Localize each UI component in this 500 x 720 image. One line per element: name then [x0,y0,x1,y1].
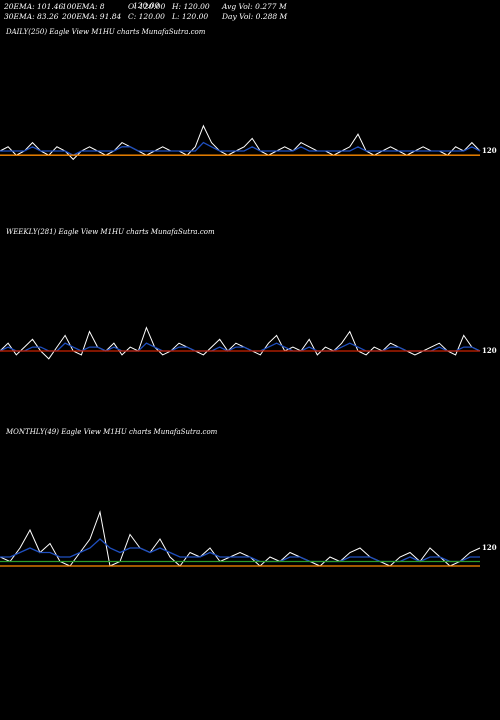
end-price-label: 120 [482,146,497,155]
stat-100ema: 100EMA: 8 [62,2,105,11]
panel-weekly: WEEKLY(281) Eagle View M1HU charts Munaf… [0,228,500,423]
stat-20ema: 20EMA: 101.46 [4,2,64,11]
stat-close: C: 120.00 [128,12,165,21]
panel-title-weekly: WEEKLY(281) Eagle View M1HU charts Munaf… [6,228,215,236]
panel-title-daily: DAILY(250) Eagle View M1HU charts Munafa… [6,28,206,36]
panel-monthly: MONTHLY(49) Eagle View M1HU charts Munaf… [0,428,500,623]
end-price-label: 120 [482,543,497,552]
monthly-chart: 120 [0,510,497,567]
stat-high: H: 120.00 [172,2,210,11]
series-ema-1 [0,141,481,156]
daily-chart: 120 [0,124,497,161]
series-ema-1 [0,538,480,563]
stat-low: L: 120.00 [172,12,209,21]
weekly-chart: 120 [0,326,497,360]
end-price-label: 120 [482,346,497,355]
stat-avg-vol: Avg Vol: 0.277 M [222,2,287,11]
stat-overlap: 120.00 [133,1,160,10]
stat-30ema: 30EMA: 83.26 [4,12,59,21]
stat-200ema: 200EMA: 91.84 [62,12,122,21]
stat-open: O: 120.00 [128,2,166,11]
panel-title-monthly: MONTHLY(49) Eagle View M1HU charts Munaf… [6,428,218,436]
panel-daily: DAILY(250) Eagle View M1HU charts Munafa… [0,28,500,223]
stat-day-vol: Day Vol: 0.288 M [222,12,288,21]
series-price-0 [0,326,481,360]
series-ema-1 [0,342,481,352]
stats-header: 20EMA: 101.46 100EMA: 8 O: 120.00 120.00… [0,0,500,22]
